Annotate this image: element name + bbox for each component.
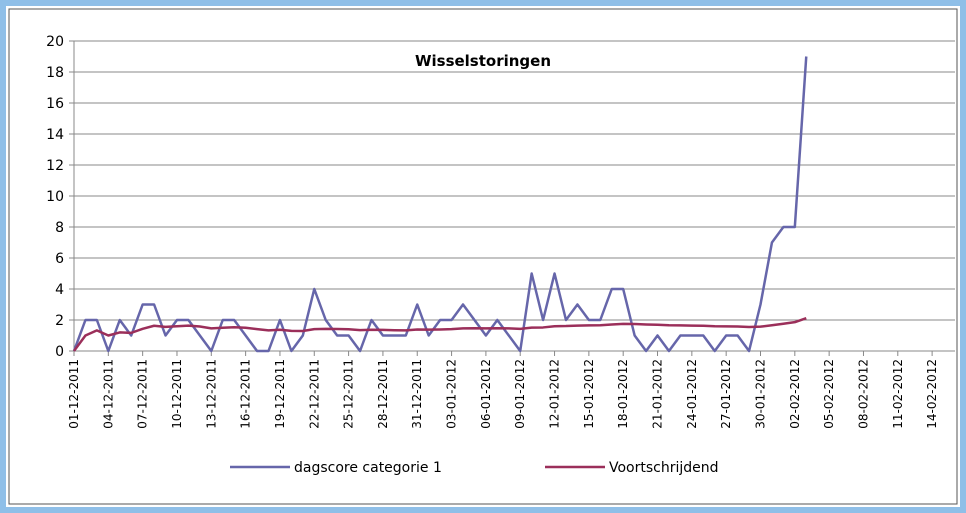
- series-line: [72, 56, 808, 353]
- y-tick-label: 16: [46, 96, 64, 112]
- series-line: [72, 316, 807, 352]
- y-tick-label: 12: [46, 158, 64, 174]
- x-tick-label: 09-01-2012: [513, 359, 527, 429]
- y-tick-label: 6: [55, 251, 64, 267]
- x-tick-label: 05-02-2012: [822, 359, 836, 429]
- legend-label: dagscore categorie 1: [294, 460, 442, 476]
- y-tick-label: 18: [46, 65, 64, 81]
- chart-title: Wisselstoringen: [415, 52, 551, 70]
- x-tick-label: 27-01-2012: [719, 359, 733, 429]
- y-tick-label: 2: [55, 313, 64, 329]
- chart-border: [8, 8, 958, 505]
- y-tick-label: 20: [46, 34, 64, 50]
- x-tick-label: 02-02-2012: [788, 359, 802, 429]
- x-tick-label: 28-12-2011: [376, 359, 390, 429]
- x-tick-label: 24-01-2012: [685, 359, 699, 429]
- y-tick-label: 14: [46, 127, 64, 143]
- y-tick-label: 4: [55, 282, 64, 298]
- legend-label: Voortschrijdend: [609, 460, 719, 476]
- x-tick-label: 04-12-2011: [101, 359, 115, 429]
- y-tick-label: 8: [55, 220, 64, 236]
- y-tick-label: 0: [55, 344, 64, 360]
- x-tick-label: 30-01-2012: [753, 359, 767, 429]
- x-tick-label: 11-02-2012: [891, 359, 905, 429]
- x-tick-label: 19-12-2011: [273, 359, 287, 429]
- x-tick-label: 07-12-2011: [136, 359, 150, 429]
- x-tick-label: 21-01-2012: [651, 359, 665, 429]
- x-tick-label: 16-12-2011: [239, 359, 253, 429]
- x-tick-label: 08-02-2012: [856, 359, 870, 429]
- y-tick-label: 10: [46, 189, 64, 205]
- x-tick-label: 03-01-2012: [445, 359, 459, 429]
- x-tick-label: 12-01-2012: [548, 359, 562, 429]
- x-tick-label: 01-12-2011: [67, 359, 81, 429]
- x-tick-label: 06-01-2012: [479, 359, 493, 429]
- x-tick-label: 31-12-2011: [410, 359, 424, 429]
- x-tick-label: 10-12-2011: [170, 359, 184, 429]
- x-tick-label: 18-01-2012: [616, 359, 630, 429]
- x-tick-label: 15-01-2012: [582, 359, 596, 429]
- x-tick-label: 25-12-2011: [342, 359, 356, 429]
- x-tick-label: 13-12-2011: [204, 359, 218, 429]
- x-tick-label: 14-02-2012: [925, 359, 939, 429]
- x-tick-label: 22-12-2011: [307, 359, 321, 429]
